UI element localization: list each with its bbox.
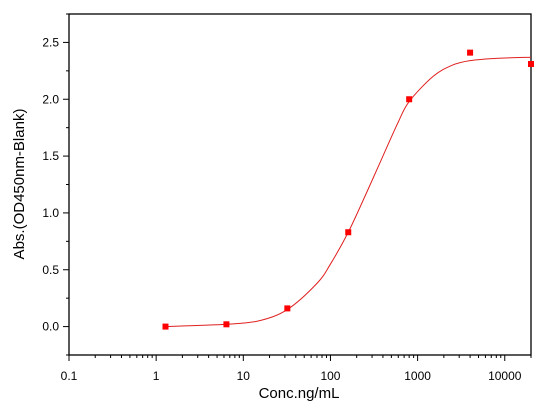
plot-border [68,13,532,356]
y-tick-label: 0.5 [42,263,59,277]
x-tick-label: 0.1 [61,369,78,383]
y-axis-title: Abs.(OD450nm-Blank) [11,109,28,260]
data-point [345,229,352,236]
data-point [223,321,230,328]
y-tick-label: 0.0 [42,320,59,334]
x-axis-ticks: 0.1 1 10 100 1000 10000 [61,355,532,383]
data-point [406,96,413,103]
x-axis-title: Conc.ng/mL [259,385,340,402]
x-tick-label: 10000 [488,369,522,383]
x-tick-label: 1 [153,369,160,383]
y-tick-label: 1.0 [42,206,59,220]
y-tick-label: 2.0 [42,92,59,106]
y-tick-label: 2.5 [42,35,59,49]
data-point [467,49,474,56]
fit-curve [165,56,532,328]
data-point [162,323,169,330]
x-tick-label: 100 [320,369,340,383]
x-tick-label: 10 [237,369,251,383]
fit-curve-group [165,56,532,328]
plot-frame [68,13,532,356]
y-tick-label: 1.5 [42,149,59,163]
data-point [528,61,534,68]
x-tick-label: 1000 [404,369,431,383]
data-points [162,49,534,330]
y-axis-ticks: 0.0 0.5 1.0 1.5 2.0 2.5 [42,13,69,356]
data-point [284,305,291,312]
